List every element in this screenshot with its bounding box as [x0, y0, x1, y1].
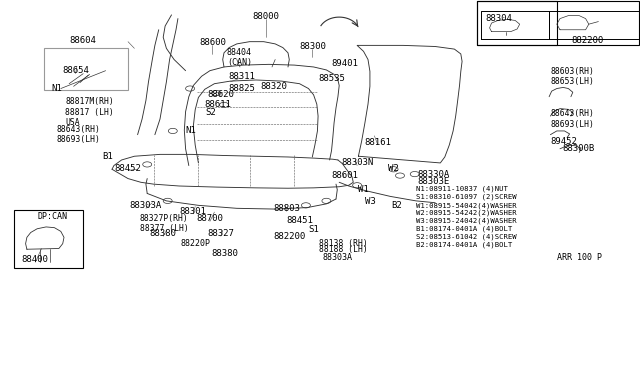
Text: B2: B2: [392, 201, 402, 210]
Text: DP:CAN: DP:CAN: [37, 212, 67, 221]
Text: B2:08174-0401A (4)BOLT: B2:08174-0401A (4)BOLT: [416, 241, 512, 248]
Text: 88303N: 88303N: [341, 158, 373, 167]
Text: W3:08915-24042(4)WASHER: W3:08915-24042(4)WASHER: [416, 218, 516, 224]
Text: 88188 (LH): 88188 (LH): [319, 246, 367, 254]
Text: 882200: 882200: [572, 36, 604, 45]
Text: 88611: 88611: [204, 100, 231, 109]
Text: 88654: 88654: [62, 66, 89, 75]
Text: 88300: 88300: [299, 42, 326, 51]
Text: S1: S1: [308, 225, 319, 234]
Text: W2: W2: [388, 164, 399, 173]
Text: 88620: 88620: [207, 90, 234, 99]
Text: W1: W1: [358, 185, 369, 194]
Text: 88311: 88311: [228, 72, 255, 81]
Text: 89401: 89401: [331, 59, 358, 68]
Text: 88825: 88825: [228, 84, 255, 93]
Text: B1: B1: [102, 153, 113, 161]
Text: 88380: 88380: [212, 249, 239, 258]
Text: 88300B: 88300B: [562, 144, 594, 153]
Text: 88643(RH)
88693(LH): 88643(RH) 88693(LH): [56, 125, 100, 144]
Text: 88303A: 88303A: [130, 201, 162, 210]
Text: 882200: 882200: [273, 232, 305, 241]
Text: 88138 (RH): 88138 (RH): [319, 239, 367, 248]
Text: 88400: 88400: [22, 255, 49, 264]
Text: 88600: 88600: [199, 38, 226, 47]
Text: 88303A: 88303A: [323, 253, 353, 262]
Text: S2:08513-61042 (4)SCREW: S2:08513-61042 (4)SCREW: [416, 233, 516, 240]
Text: 88817M(RH)
88817 (LH)
USA: 88817M(RH) 88817 (LH) USA: [65, 97, 114, 127]
Text: N1: N1: [51, 84, 61, 93]
Text: 88330A: 88330A: [417, 170, 449, 179]
Text: N1: N1: [186, 126, 196, 135]
Text: S1:08310-61097 (2)SCREW: S1:08310-61097 (2)SCREW: [416, 194, 516, 201]
Text: 88601: 88601: [331, 171, 358, 180]
Text: 88452: 88452: [115, 164, 141, 173]
Text: W3: W3: [365, 197, 375, 206]
Text: 88535: 88535: [318, 74, 345, 83]
Text: 88604: 88604: [70, 36, 97, 45]
Text: 88803: 88803: [273, 204, 300, 213]
Text: 88327: 88327: [207, 229, 234, 238]
Text: W1:08915-54042(4)WASHER: W1:08915-54042(4)WASHER: [416, 202, 516, 209]
Text: 88700: 88700: [196, 214, 223, 223]
Text: B1:08174-0401A (4)BOLT: B1:08174-0401A (4)BOLT: [416, 225, 512, 232]
Text: 88380: 88380: [150, 229, 177, 238]
Text: 88643(RH)
88693(LH): 88643(RH) 88693(LH): [550, 109, 595, 129]
Text: 88327P(RH)
88377 (LH): 88327P(RH) 88377 (LH): [140, 214, 188, 233]
Text: N1:08911-10837 (4)NUT: N1:08911-10837 (4)NUT: [416, 186, 508, 192]
Text: 88603(RH)
88653(LH): 88603(RH) 88653(LH): [550, 67, 595, 86]
Text: 88404
(CAN): 88404 (CAN): [227, 48, 252, 67]
Text: 88301: 88301: [180, 207, 207, 216]
Text: 89452: 89452: [550, 137, 577, 146]
Text: 88320: 88320: [260, 82, 287, 91]
Text: 88220P: 88220P: [180, 239, 210, 248]
Text: ARR 100 P: ARR 100 P: [557, 253, 602, 262]
Text: 88161: 88161: [364, 138, 391, 147]
Text: 88304: 88304: [486, 14, 513, 23]
Text: 88000: 88000: [252, 12, 279, 21]
Text: 88303E: 88303E: [417, 177, 449, 186]
Text: S2: S2: [206, 108, 216, 117]
Text: W2:08915-54242(2)WASHER: W2:08915-54242(2)WASHER: [416, 210, 516, 217]
Text: 88451: 88451: [286, 216, 313, 225]
